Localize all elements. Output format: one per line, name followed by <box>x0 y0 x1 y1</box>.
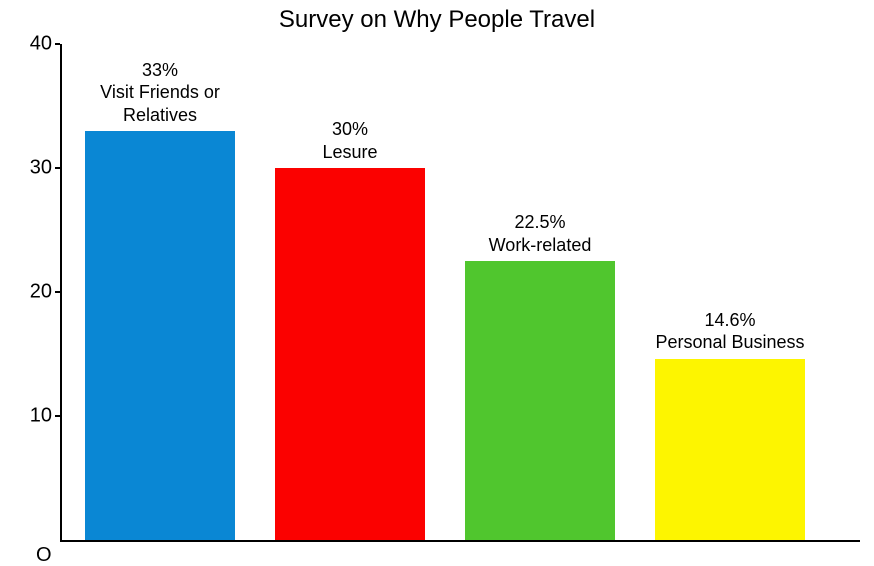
y-axis-line <box>60 44 62 540</box>
bar-percent: 33% <box>65 59 255 82</box>
bar <box>85 131 235 540</box>
y-tick-label: 20 <box>12 281 52 304</box>
y-tick-mark <box>55 415 60 417</box>
y-tick-label: 40 <box>12 33 52 56</box>
y-tick-mark <box>55 43 60 45</box>
bar-label: 33%Visit Friends or Relatives <box>65 59 255 127</box>
bar-percent: 22.5% <box>445 211 635 234</box>
bar <box>275 168 425 540</box>
y-tick-label: 30 <box>12 157 52 180</box>
bar-percent: 30% <box>255 118 445 141</box>
bar <box>655 359 805 540</box>
y-tick-mark <box>55 291 60 293</box>
bar-label: 22.5%Work-related <box>445 211 635 256</box>
y-tick-label: 10 <box>12 405 52 428</box>
x-axis-line <box>60 540 860 542</box>
bar-category: Work-related <box>445 234 635 257</box>
chart-title: Survey on Why People Travel <box>0 6 874 34</box>
bar-chart: Survey on Why People Travel O 10 20 30 40 3… <box>0 0 874 566</box>
bar-category: Personal Business <box>635 331 825 354</box>
bar-category: Visit Friends or Relatives <box>65 81 255 126</box>
bar-label: 14.6%Personal Business <box>635 309 825 354</box>
origin-label: O <box>36 544 52 566</box>
bar-percent: 14.6% <box>635 309 825 332</box>
bar-category: Lesure <box>255 141 445 164</box>
y-tick-mark <box>55 167 60 169</box>
bar <box>465 261 615 540</box>
bar-label: 30%Lesure <box>255 118 445 163</box>
